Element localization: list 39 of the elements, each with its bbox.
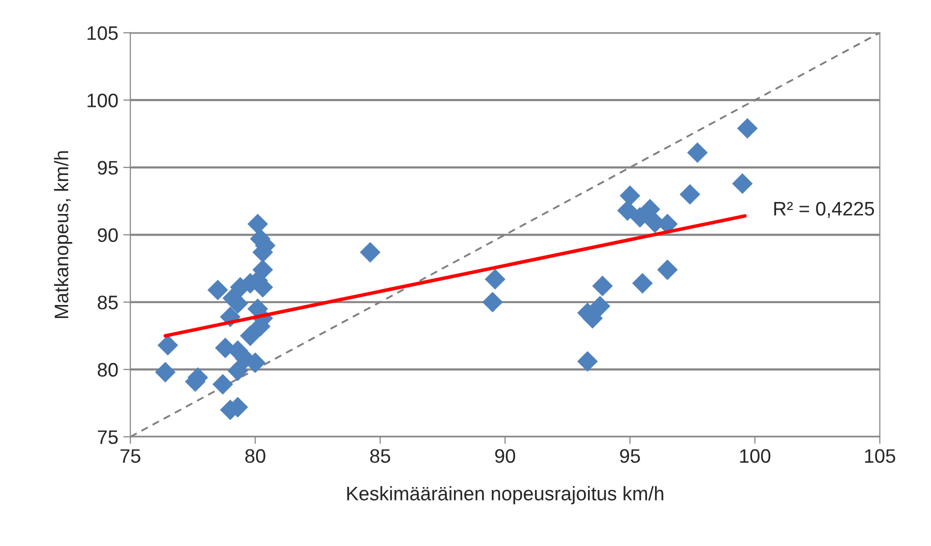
x-tick-label: 75 xyxy=(120,449,140,463)
x-tick-label: 80 xyxy=(245,449,266,463)
point xyxy=(484,268,506,290)
point xyxy=(577,351,598,372)
point xyxy=(482,292,503,312)
x-tick-label: 85 xyxy=(370,449,390,463)
point xyxy=(630,206,650,228)
point xyxy=(158,334,178,356)
y-tick-label: 85 xyxy=(98,296,118,310)
point xyxy=(360,242,380,263)
y-tick-label: 90 xyxy=(98,228,118,242)
annotation: R² = 0,4225 xyxy=(774,202,874,218)
point xyxy=(247,214,268,234)
point xyxy=(680,184,700,205)
point xyxy=(632,272,653,294)
x-tick-label: 100 xyxy=(740,449,770,463)
y-tick-label: 100 xyxy=(88,94,118,108)
point xyxy=(155,362,176,382)
x-tick-label: 105 xyxy=(865,449,896,463)
point xyxy=(207,280,228,300)
x-tick-label: 95 xyxy=(620,449,640,463)
point xyxy=(212,374,234,395)
x-axis-title: Keskimääräinen nopeusrajoitus km/h xyxy=(347,486,664,504)
y-tick-label: 95 xyxy=(98,160,118,175)
point xyxy=(240,325,261,346)
y-tick-label: 80 xyxy=(98,362,118,377)
point xyxy=(227,360,248,382)
y-axis-title: Matkanopeus, km/h xyxy=(54,151,72,318)
point xyxy=(617,200,638,221)
point xyxy=(590,296,610,316)
x-tick-label: 90 xyxy=(495,449,516,463)
y-tick-label: 75 xyxy=(98,430,118,444)
y-tick-label: 105 xyxy=(88,26,118,40)
point xyxy=(687,142,708,163)
point xyxy=(732,173,753,194)
point xyxy=(592,276,613,296)
point xyxy=(737,118,758,139)
point xyxy=(620,185,640,206)
point xyxy=(657,259,678,280)
